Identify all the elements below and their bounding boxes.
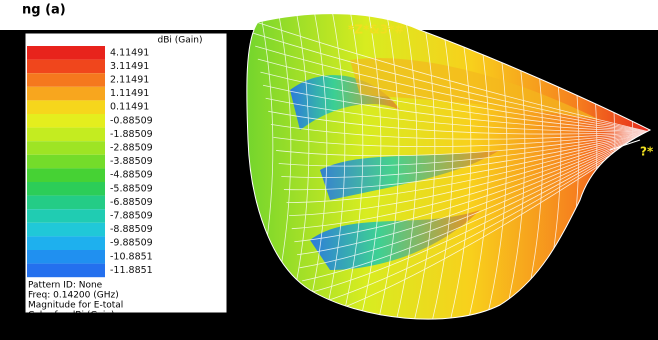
legend-swatch <box>27 100 105 114</box>
mesh-line <box>610 10 633 330</box>
legend-footer: Pattern ID: None <box>28 281 103 291</box>
legend-label: 4.11491 <box>110 47 149 58</box>
mesh-line <box>628 10 651 330</box>
legend-label: 0.11491 <box>110 102 149 113</box>
legend-swatch <box>27 196 105 210</box>
legend-swatch <box>27 250 105 264</box>
legend: dBi (Gain) 4.11491 3.11491 2.11491 1.11491 0… <box>25 33 227 321</box>
legend-label: 3.11491 <box>110 61 149 72</box>
legend-swatch <box>27 168 105 182</box>
legend-title: dBi (Gain) <box>158 36 203 46</box>
legend-swatch <box>27 155 105 169</box>
legend-label: -9.88509 <box>110 238 153 249</box>
legend-label: -2.88509 <box>110 143 153 154</box>
legend-label: -3.88509 <box>110 156 153 167</box>
legend-footer: Color for dBi (Gain) <box>28 311 115 321</box>
legend-label: -0.88509 <box>110 115 153 126</box>
legend-swatch <box>27 264 105 278</box>
legend-swatch <box>27 128 105 142</box>
legend-label: -8.88509 <box>110 224 153 235</box>
legend-label: -4.88509 <box>110 170 153 181</box>
legend-label: 2.11491 <box>110 75 149 86</box>
legend-label: -5.88509 <box>110 183 153 194</box>
legend-label: -6.88509 <box>110 197 153 208</box>
legend-label: -7.88509 <box>110 211 153 222</box>
legend-swatch <box>27 236 105 250</box>
legend-swatch <box>27 73 105 87</box>
legend-swatch <box>27 46 105 60</box>
annotation: *Z*&3*# <box>348 23 404 37</box>
legend-footer: Magnitude for E-total <box>28 301 123 311</box>
legend-swatch <box>27 60 105 74</box>
legend-swatch <box>27 182 105 196</box>
header-title: ng (a) <box>22 3 66 18</box>
legend-swatch <box>27 209 105 223</box>
surface <box>240 0 658 340</box>
legend-label: -11.8851 <box>110 265 153 276</box>
annotation: ?* <box>640 145 654 159</box>
legend-swatch <box>27 114 105 128</box>
legend-swatch <box>27 87 105 101</box>
legend-label: 1.11491 <box>110 88 149 99</box>
legend-swatch <box>27 223 105 237</box>
pattern-view: ng (a) *Z*&3*# ?* dBi (Gain) 4.11491 3.11… <box>0 0 658 340</box>
screenshot: ng (a) *Z*&3*# ?* dBi (Gain) 4.11491 3.11… <box>0 0 658 340</box>
legend-swatch <box>27 141 105 155</box>
legend-label: -1.88509 <box>110 129 153 140</box>
legend-label: -10.8851 <box>110 251 153 262</box>
legend-footer: Freq: 0.14200 (GHz) <box>28 291 119 301</box>
